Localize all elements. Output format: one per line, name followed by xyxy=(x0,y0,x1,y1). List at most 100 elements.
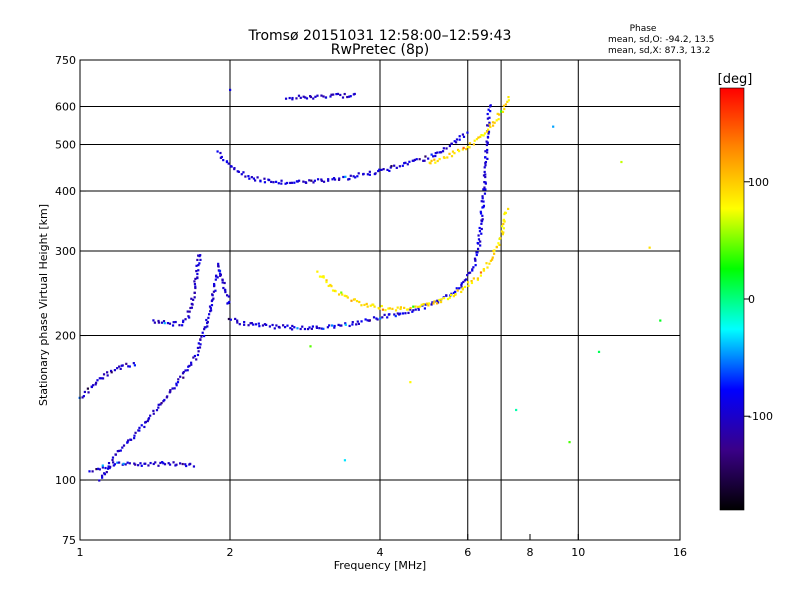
echo-point xyxy=(284,97,288,100)
echo-point xyxy=(196,272,199,276)
echo-point xyxy=(207,316,210,319)
echo-point xyxy=(482,174,486,177)
echo-point xyxy=(343,459,347,462)
echo-point xyxy=(270,180,273,184)
echo-point xyxy=(337,178,341,181)
echo-point xyxy=(433,300,436,303)
echo-point xyxy=(351,321,354,324)
echo-point xyxy=(223,288,227,291)
echo-point xyxy=(289,327,292,330)
stats-line-x: mean, sd,X: 87.3, 13.2 xyxy=(608,46,710,56)
echo-point xyxy=(415,158,418,161)
echo-point xyxy=(181,320,185,324)
echo-point xyxy=(187,365,190,368)
echo-point xyxy=(349,174,352,177)
echo-point xyxy=(195,358,198,361)
echo-point xyxy=(498,243,501,247)
echo-point xyxy=(479,274,483,277)
echo-point xyxy=(338,177,341,180)
echo-point xyxy=(360,320,363,323)
colorbar-label: [deg] xyxy=(718,72,753,87)
echo-point xyxy=(380,304,383,308)
echo-point xyxy=(324,96,327,99)
echo-point xyxy=(192,298,195,301)
echo-point xyxy=(434,161,437,164)
echo-point xyxy=(501,110,505,113)
echo-point xyxy=(366,319,369,322)
echo-point xyxy=(473,139,476,142)
echo-point xyxy=(149,414,152,417)
echo-point xyxy=(240,173,243,176)
echo-point xyxy=(290,328,294,331)
echo-point xyxy=(194,286,197,290)
echo-point xyxy=(466,131,469,134)
echo-point xyxy=(482,268,485,271)
echo-point xyxy=(481,218,484,221)
echo-point xyxy=(414,308,417,311)
echo-point xyxy=(198,346,202,349)
echo-point xyxy=(189,462,192,465)
echo-point xyxy=(301,325,304,328)
echo-point xyxy=(504,103,508,106)
echo-point xyxy=(258,325,261,328)
stats-title: Phase xyxy=(630,24,657,34)
echo-point xyxy=(153,321,156,324)
echo-point xyxy=(499,237,502,240)
echo-point xyxy=(295,97,298,100)
echo-point xyxy=(97,467,100,470)
echo-point xyxy=(275,180,278,183)
echo-point xyxy=(126,461,129,464)
echo-point xyxy=(94,381,98,384)
y-tick-label: 400 xyxy=(55,185,76,198)
echo-point xyxy=(197,264,200,267)
echo-point xyxy=(568,441,571,444)
echo-point xyxy=(486,151,489,154)
echo-point xyxy=(210,304,214,307)
echo-point xyxy=(446,297,450,301)
echo-point xyxy=(461,133,465,136)
echo-point xyxy=(133,437,136,440)
echo-point xyxy=(483,186,486,189)
echo-point xyxy=(477,238,481,241)
echo-point xyxy=(199,343,202,346)
echo-point xyxy=(364,318,367,321)
echo-point xyxy=(401,164,404,167)
echo-point xyxy=(442,147,445,150)
echo-point xyxy=(173,387,176,390)
echo-point xyxy=(105,470,108,474)
echo-point xyxy=(225,294,229,297)
echo-point xyxy=(227,301,230,305)
echo-point xyxy=(199,258,202,261)
echo-point xyxy=(462,135,466,138)
echo-point xyxy=(190,306,194,309)
echo-point xyxy=(176,381,180,384)
echo-point xyxy=(195,269,198,273)
echo-point xyxy=(479,135,482,138)
echo-point xyxy=(378,168,381,171)
echo-point xyxy=(216,276,219,279)
echo-point xyxy=(327,284,330,288)
echo-point xyxy=(250,176,253,179)
echo-point xyxy=(155,409,159,412)
echo-point xyxy=(199,254,202,257)
echo-point xyxy=(434,152,437,155)
echo-point xyxy=(250,322,253,325)
echo-point xyxy=(119,367,122,370)
echo-point xyxy=(143,425,146,429)
y-axis: 75 100 200 300 400 500 600 750 xyxy=(55,54,86,547)
echo-point xyxy=(485,130,489,133)
echo-point xyxy=(476,277,480,280)
echo-point xyxy=(502,231,505,234)
echo-point xyxy=(130,438,133,441)
echo-point xyxy=(331,178,334,181)
echo-point xyxy=(353,92,356,96)
echo-point xyxy=(348,177,351,181)
echo-point xyxy=(206,325,209,328)
echo-point xyxy=(468,142,472,145)
echo-point xyxy=(376,318,379,321)
echo-point xyxy=(401,312,405,315)
echo-point xyxy=(344,175,347,178)
echo-point xyxy=(81,396,84,399)
echo-point xyxy=(379,317,382,320)
echo-point xyxy=(327,179,330,182)
